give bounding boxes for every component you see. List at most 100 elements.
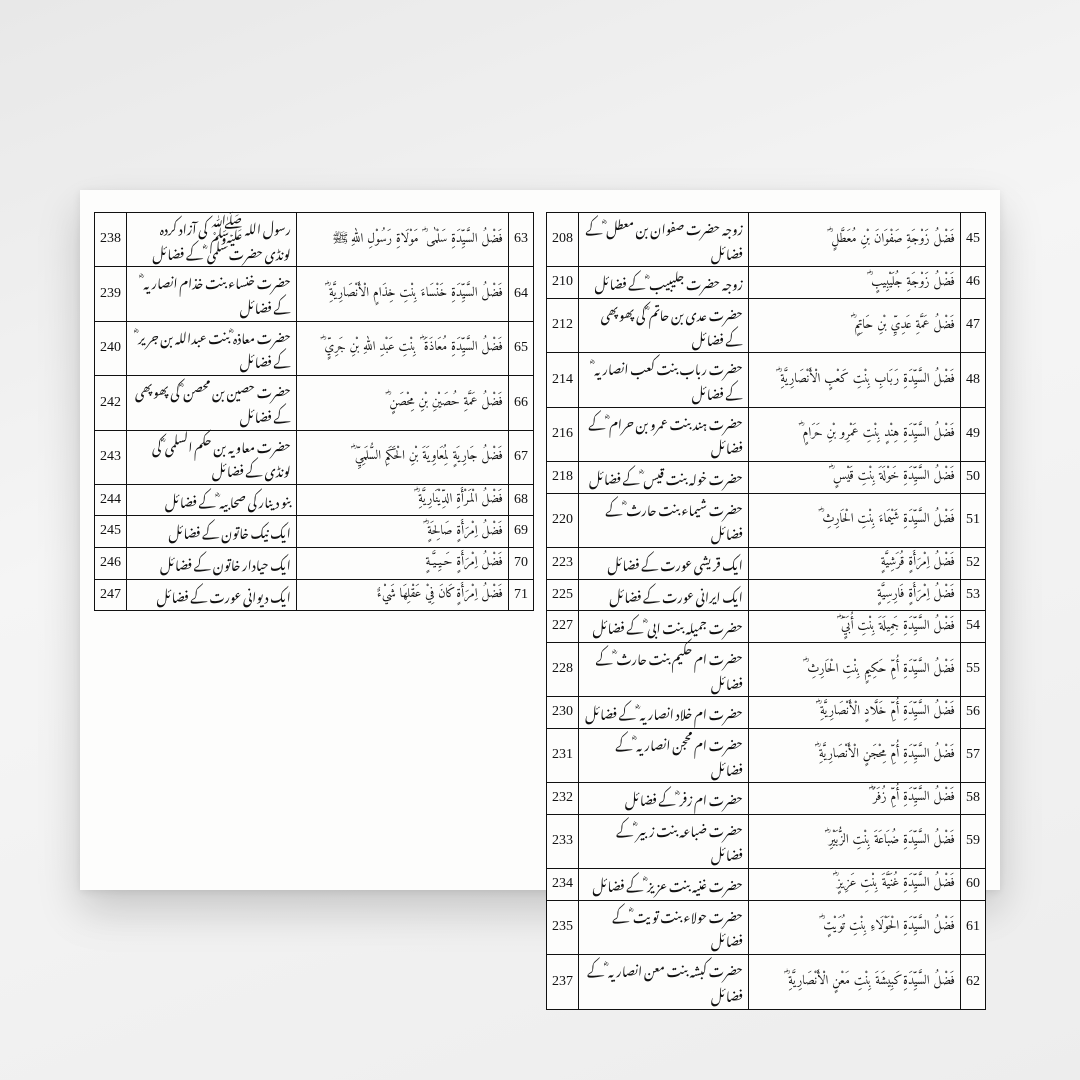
- table-row: 71فَضْلُ اِمْرَأَةٍ كَانَ فِيْ عَقْلِهَا…: [95, 579, 534, 611]
- table-row: 70فَضْلُ اِمْرَأَةٍ حَـيِـيَّـةٍایک حیاد…: [95, 548, 534, 580]
- entry-number: 65: [509, 321, 534, 375]
- entry-number: 67: [509, 430, 534, 484]
- page-number: 218: [547, 462, 579, 494]
- urdu-title: حضرت معاویہ بن حکم السلمی ؓ کی لونڈی کے …: [127, 430, 297, 484]
- page-number: 238: [95, 213, 127, 267]
- left-page: 63فَضْلُ السَّيِّدَةِ سَلْمٰى ؓ مَوْلَاة…: [94, 212, 534, 868]
- page-number: 242: [95, 376, 127, 430]
- urdu-title: حضرت رباب بنت کعب انصاریہ ؓ کے فضائل: [579, 353, 749, 407]
- urdu-title: حضرت ہند بنت عمرو بن حرام ؓ کے فضائل: [579, 407, 749, 461]
- page-number: 233: [547, 814, 579, 868]
- table-row: 65فَضْلُ السَّيِّدَةِ مُعَاذَةَ ؓ بِنْتِ…: [95, 321, 534, 375]
- entry-number: 63: [509, 213, 534, 267]
- arabic-title: فَضْلُ عَمَّةِ حُصَيْنِ بْنِ مِحْصَنٍ ؓ: [296, 376, 508, 430]
- urdu-title: حضرت حصین بن محصن ؓ کی پھوپھی کے فضائل: [127, 376, 297, 430]
- entry-number: 52: [961, 548, 986, 580]
- page-number: 220: [547, 493, 579, 547]
- table-row: 63فَضْلُ السَّيِّدَةِ سَلْمٰى ؓ مَوْلَاة…: [95, 213, 534, 267]
- table-row: 67فَضْلُ جَارِيَةٍ لِمُعَاوِيَةَ بْنِ ال…: [95, 430, 534, 484]
- table-row: 46فَضْلُ زَوْجَةِ جُلَيْبِيبٍ ؓزوجہ حضرت…: [547, 267, 986, 299]
- arabic-title: فَضْلُ اِمْرَأَةٍ قُرَشِيَّةٍ: [748, 548, 960, 580]
- arabic-title: فَضْلُ السَّيِّدَةِ غُنَيَّةَ بِنْتِ عَز…: [748, 869, 960, 901]
- urdu-title: حضرت ام محجن انصاریہ ؓ کے فضائل: [579, 728, 749, 782]
- arabic-title: فَضْلُ السَّيِّدَةِ أُمِّ خَلَّادٍ الْأَ…: [748, 697, 960, 729]
- page-number: 232: [547, 783, 579, 815]
- table-row: 59فَضْلُ السَّيِّدَةِ ضُبَاعَةَ بِنْتِ ا…: [547, 814, 986, 868]
- page-number: 223: [547, 548, 579, 580]
- page-number: 227: [547, 611, 579, 643]
- entry-number: 48: [961, 353, 986, 407]
- page-number: 231: [547, 728, 579, 782]
- table-row: 48فَضْلُ السَّيِّدَةِ رَبَابِ بِنْتِ كَع…: [547, 353, 986, 407]
- table-row: 61فَضْلُ السَّيِّدَةِ الْحَوْلَاءِ بِنْت…: [547, 900, 986, 954]
- arabic-title: فَضْلُ اِمْرَأَةٍ حَـيِـيَّـةٍ: [296, 548, 508, 580]
- page-number: 214: [547, 353, 579, 407]
- page-number: 240: [95, 321, 127, 375]
- table-row: 55فَضْلُ السَّيِّدَةِ أُمِّ حَكِيمٍ بِنْ…: [547, 642, 986, 696]
- page-number: 247: [95, 579, 127, 611]
- urdu-title: ایک نیک خاتون کے فضائل: [127, 516, 297, 548]
- toc-table-left: 63فَضْلُ السَّيِّدَةِ سَلْمٰى ؓ مَوْلَاة…: [94, 212, 534, 611]
- page-number: 212: [547, 298, 579, 352]
- table-row: 45فَضْلُ زَوْجَةِ صَفْوَانَ بْنِ مُعَطَّ…: [547, 213, 986, 267]
- page-number: 237: [547, 955, 579, 1009]
- entry-number: 60: [961, 869, 986, 901]
- urdu-title: ایک دیوانی عورت کے فضائل: [127, 579, 297, 611]
- arabic-title: فَضْلُ السَّيِّدَةِ أُمِّ زُفَرَ ؓ: [748, 783, 960, 815]
- page-number: 244: [95, 484, 127, 516]
- table-row: 60فَضْلُ السَّيِّدَةِ غُنَيَّةَ بِنْتِ ع…: [547, 869, 986, 901]
- arabic-title: فَضْلُ السَّيِّدَةِ أُمِّ مِحْجَنٍ الْأَ…: [748, 728, 960, 782]
- entry-number: 47: [961, 298, 986, 352]
- urdu-title: زوجہ حضرت جلیبیب ؓ کے فضائل: [579, 267, 749, 299]
- table-row: 51فَضْلُ السَّيِّدَةِ شَيْمَاءَ بِنْتِ ا…: [547, 493, 986, 547]
- urdu-title: ایک حیادار خاتون کے فضائل: [127, 548, 297, 580]
- table-row: 47فَضْلُ عَمَّةِ عَدِيِّ بْنِ حَاتِمٍ ؓح…: [547, 298, 986, 352]
- arabic-title: فَضْلُ الْمَرْأَةِ الدِّيْنَارِيَّةِ ؓ: [296, 484, 508, 516]
- arabic-title: فَضْلُ السَّيِّدَةِ شَيْمَاءَ بِنْتِ الْ…: [748, 493, 960, 547]
- urdu-title: حضرت شیماء بنت حارث ؓ کے فضائل: [579, 493, 749, 547]
- arabic-title: فَضْلُ عَمَّةِ عَدِيِّ بْنِ حَاتِمٍ ؓ: [748, 298, 960, 352]
- urdu-title: حضرت ام خلاد انصاریہ ؓ کے فضائل: [579, 697, 749, 729]
- arabic-title: فَضْلُ السَّيِّدَةِ أُمِّ حَكِيمٍ بِنْتِ…: [748, 642, 960, 696]
- page-number: 228: [547, 642, 579, 696]
- page-number: 246: [95, 548, 127, 580]
- urdu-title: رسول اللہ ﷺ کی آزاد کردہ لونڈی حضرت سلمی…: [127, 213, 297, 267]
- entry-number: 54: [961, 611, 986, 643]
- entry-number: 58: [961, 783, 986, 815]
- table-row: 66فَضْلُ عَمَّةِ حُصَيْنِ بْنِ مِحْصَنٍ …: [95, 376, 534, 430]
- urdu-title: حضرت معاذہ ؓ بنت عبداللہ بن جریر ؓ کے فض…: [127, 321, 297, 375]
- table-row: 69فَضْلُ اِمْرَأَةٍ صَالِحَةٍ ؓایک نیک خ…: [95, 516, 534, 548]
- table-row: 68فَضْلُ الْمَرْأَةِ الدِّيْنَارِيَّةِ ؓ…: [95, 484, 534, 516]
- table-row: 54فَضْلُ السَّيِّدَةِ جَمِيلَةَ بِنْتِ أ…: [547, 611, 986, 643]
- table-row: 53فَضْلُ اِمْرَأَةٍ فَارِسِيَّةٍایک ایرا…: [547, 579, 986, 611]
- page-number: 243: [95, 430, 127, 484]
- entry-number: 56: [961, 697, 986, 729]
- entry-number: 51: [961, 493, 986, 547]
- urdu-title: ایک قریشی عورت کے فضائل: [579, 548, 749, 580]
- arabic-title: فَضْلُ السَّيِّدَةِ خَنْسَاءَ بِنْتِ خِذ…: [296, 267, 508, 321]
- table-row: 62فَضْلُ السَّيِّدَةِ كَبِيشَةَ بِنْتِ م…: [547, 955, 986, 1009]
- arabic-title: فَضْلُ السَّيِّدَةِ سَلْمٰى ؓ مَوْلَاةِ …: [296, 213, 508, 267]
- arabic-title: فَضْلُ السَّيِّدَةِ الْحَوْلَاءِ بِنْتِ …: [748, 900, 960, 954]
- table-row: 49فَضْلُ السَّيِّدَةِ هِنْدٍ بِنْتِ عَمْ…: [547, 407, 986, 461]
- urdu-title: حضرت خنساء بنت خذام انصاریہ ؓ کے فضائل: [127, 267, 297, 321]
- urdu-title: زوجہ حضرت صفوان بن معطل ؓ کے فضائل: [579, 213, 749, 267]
- urdu-title: حضرت غنیہ بنت عزیز ؓ کے فضائل: [579, 869, 749, 901]
- urdu-title: حضرت جمیلہ بنت ابی ؓ کے فضائل: [579, 611, 749, 643]
- page-number: 216: [547, 407, 579, 461]
- entry-number: 50: [961, 462, 986, 494]
- page-number: 225: [547, 579, 579, 611]
- entry-number: 46: [961, 267, 986, 299]
- arabic-title: فَضْلُ اِمْرَأَةٍ صَالِحَةٍ ؓ: [296, 516, 508, 548]
- arabic-title: فَضْلُ السَّيِّدَةِ جَمِيلَةَ بِنْتِ أُب…: [748, 611, 960, 643]
- table-row: 64فَضْلُ السَّيِّدَةِ خَنْسَاءَ بِنْتِ خ…: [95, 267, 534, 321]
- entry-number: 59: [961, 814, 986, 868]
- urdu-title: حضرت ام زفر ؓ کے فضائل: [579, 783, 749, 815]
- entry-number: 61: [961, 900, 986, 954]
- entry-number: 71: [509, 579, 534, 611]
- entry-number: 64: [509, 267, 534, 321]
- entry-number: 62: [961, 955, 986, 1009]
- entry-number: 57: [961, 728, 986, 782]
- table-row: 50فَضْلُ السَّيِّدَةِ خَوْلَةَ بِنْتِ قَ…: [547, 462, 986, 494]
- entry-number: 55: [961, 642, 986, 696]
